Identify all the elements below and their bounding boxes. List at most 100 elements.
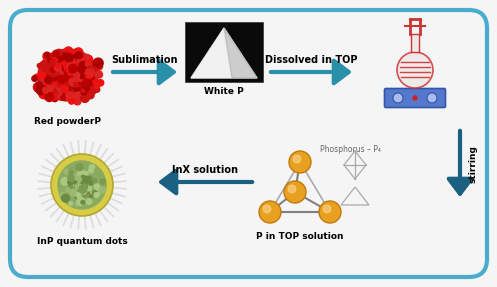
Circle shape [56, 56, 63, 62]
Circle shape [97, 79, 104, 86]
Circle shape [32, 76, 37, 81]
Circle shape [323, 205, 331, 213]
Circle shape [48, 88, 58, 98]
Circle shape [40, 91, 46, 97]
Circle shape [67, 88, 74, 95]
Circle shape [263, 205, 271, 213]
Circle shape [80, 82, 84, 87]
Circle shape [95, 63, 102, 70]
Circle shape [80, 179, 83, 183]
Circle shape [79, 181, 83, 184]
Text: InP quantum dots: InP quantum dots [37, 237, 127, 246]
Circle shape [76, 93, 82, 99]
Circle shape [47, 88, 52, 92]
Circle shape [54, 65, 63, 73]
Circle shape [45, 77, 51, 84]
Circle shape [61, 75, 70, 84]
Circle shape [38, 81, 47, 90]
Circle shape [79, 181, 86, 188]
Circle shape [77, 193, 85, 201]
Circle shape [69, 170, 73, 174]
Circle shape [88, 76, 93, 82]
Circle shape [86, 199, 92, 204]
Circle shape [64, 47, 73, 55]
Circle shape [413, 96, 417, 100]
Circle shape [51, 67, 56, 72]
Circle shape [69, 83, 74, 88]
Circle shape [67, 76, 75, 84]
Circle shape [86, 178, 92, 184]
Circle shape [82, 191, 88, 197]
Circle shape [82, 88, 88, 95]
Circle shape [70, 75, 78, 83]
Circle shape [79, 173, 84, 178]
Circle shape [83, 80, 92, 90]
Circle shape [54, 64, 61, 71]
Circle shape [54, 96, 57, 99]
Circle shape [42, 65, 52, 75]
Circle shape [92, 79, 100, 88]
Circle shape [84, 177, 89, 182]
Circle shape [64, 169, 69, 174]
Circle shape [100, 179, 105, 184]
Circle shape [33, 82, 43, 92]
Circle shape [36, 85, 46, 95]
Circle shape [82, 71, 88, 77]
Circle shape [73, 183, 77, 186]
Text: stirring: stirring [468, 145, 477, 183]
Circle shape [85, 190, 91, 196]
Circle shape [61, 51, 70, 60]
Circle shape [83, 186, 88, 192]
Circle shape [81, 181, 85, 185]
Circle shape [53, 63, 57, 68]
Circle shape [89, 181, 92, 185]
Circle shape [73, 72, 80, 78]
Circle shape [52, 96, 58, 102]
Circle shape [74, 65, 78, 69]
Circle shape [41, 91, 49, 99]
Circle shape [56, 78, 60, 82]
Circle shape [87, 92, 94, 99]
Circle shape [70, 189, 77, 196]
Circle shape [58, 69, 67, 77]
Circle shape [89, 195, 92, 198]
Circle shape [51, 154, 113, 216]
Circle shape [43, 87, 49, 93]
Ellipse shape [38, 49, 98, 101]
Circle shape [54, 58, 58, 61]
Circle shape [85, 75, 91, 80]
Circle shape [94, 68, 99, 73]
Circle shape [81, 183, 87, 190]
Circle shape [56, 69, 62, 75]
Circle shape [82, 67, 90, 76]
Circle shape [61, 79, 68, 86]
Circle shape [54, 53, 58, 57]
Circle shape [55, 69, 64, 77]
Circle shape [65, 54, 73, 62]
Circle shape [78, 81, 82, 85]
Circle shape [52, 72, 59, 79]
Circle shape [288, 185, 296, 193]
Circle shape [54, 53, 64, 62]
Circle shape [83, 73, 88, 79]
Circle shape [76, 85, 83, 92]
Circle shape [86, 177, 89, 181]
Circle shape [60, 192, 67, 199]
Circle shape [49, 57, 56, 64]
Circle shape [81, 177, 88, 184]
Circle shape [80, 186, 85, 191]
Circle shape [63, 65, 69, 71]
Circle shape [84, 181, 89, 186]
Circle shape [80, 60, 88, 68]
Circle shape [55, 73, 61, 78]
Circle shape [68, 175, 74, 181]
Text: Sublimation: Sublimation [112, 55, 178, 65]
Circle shape [61, 96, 65, 100]
Text: Phosphorus – P₄: Phosphorus – P₄ [320, 145, 380, 154]
Circle shape [57, 63, 65, 71]
Circle shape [45, 84, 49, 88]
Circle shape [75, 176, 81, 183]
Circle shape [57, 80, 63, 86]
Circle shape [77, 170, 85, 178]
Circle shape [74, 72, 81, 79]
